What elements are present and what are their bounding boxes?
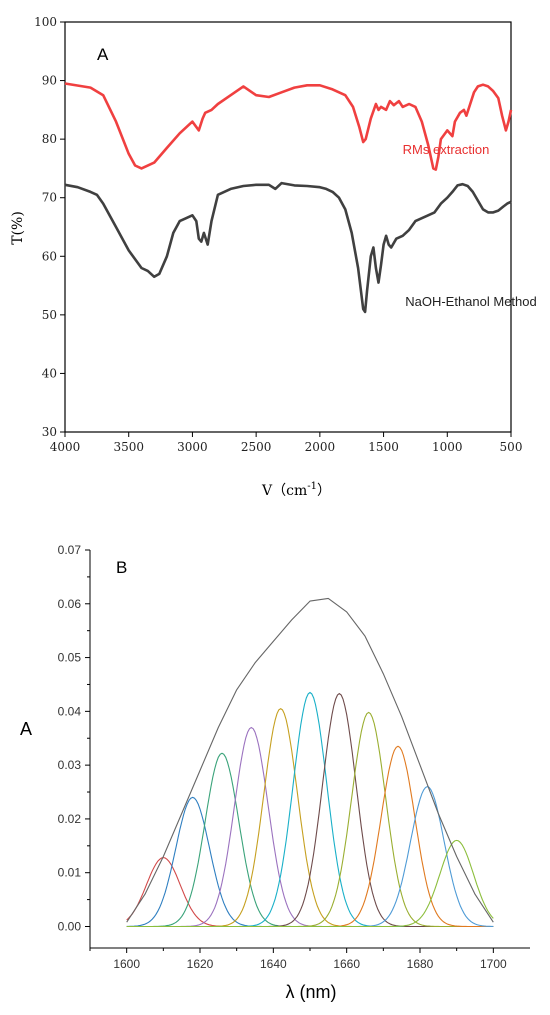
panel-a-y-tick-label: 60 (42, 249, 57, 263)
panel-a-y-tick-label: 100 (34, 15, 57, 29)
panel-b-y-tick-label: 0.06 (58, 597, 82, 611)
panel-a-x-tick-label: 500 (500, 440, 523, 454)
panel-b-x-tick-label: 1660 (333, 957, 360, 971)
panel-a-x-axis-title-main: V（cm (261, 483, 307, 499)
panel-a-x-axis-title: V（cm-1） (261, 481, 331, 499)
panel-b-y-tick-label: 0.04 (58, 704, 82, 718)
panel-b-x-tick-label: 1600 (113, 957, 140, 971)
panel-a-y-tick-label: 30 (42, 425, 57, 439)
panel-a-y-tick-label: 80 (42, 132, 57, 146)
fitted-peak-11 (126, 839, 494, 928)
panel-b-x-tick-label: 1620 (187, 957, 214, 971)
panel-a-x-tick-label: 2000 (305, 440, 336, 454)
panel-a-y-tick-label: 50 (42, 308, 57, 322)
panel-b-peaks (126, 691, 494, 928)
rms-extraction-annotation: RMs extraction (403, 142, 490, 157)
fitted-peak-10 (126, 785, 494, 928)
panel-a-y-tick-label: 70 (42, 191, 57, 205)
naoh-ethanol-line (64, 181, 512, 314)
panel-b-y-tick-label: 0.02 (58, 812, 82, 826)
envelope-line (126, 597, 494, 923)
panel-b-x-tick-label: 1680 (407, 957, 434, 971)
panel-b-y-tick-label: 0.05 (58, 651, 82, 665)
panel-b-x-tick-label: 1700 (480, 957, 507, 971)
panel-a-ticks: 4000 3500 3000 2500 2000 1500 1000 500 30 40 50 60 7… (34, 15, 522, 454)
panel-a-x-axis-title-sup: -1 (307, 481, 317, 492)
rms-extraction-line (64, 82, 513, 171)
panel-b-x-tick-label: 1640 (260, 957, 287, 971)
panel-b-y-tick-label: 0.07 (58, 543, 82, 557)
panel-b-y-tick-label: 0.00 (58, 919, 82, 933)
panel-a-chart: 4000 3500 3000 2500 2000 1500 1000 500 30 40 50 60 7… (10, 15, 537, 499)
panel-b-chart: 0.00 0.01 0.02 0.03 0.04 0.05 0.06 0.07 1600 1620… (20, 543, 530, 1002)
fitted-peak-5 (126, 708, 494, 928)
fitted-peak-9 (126, 745, 494, 928)
panel-a-frame (64, 21, 512, 433)
fitted-peak-8 (126, 711, 494, 928)
panel-a-series (64, 82, 513, 314)
fitted-peak-3 (126, 752, 494, 928)
panel-b-ticks: 0.00 0.01 0.02 0.03 0.04 0.05 0.06 0.07 1600 1620… (58, 543, 507, 971)
panel-a-x-tick-label: 1500 (368, 440, 399, 454)
panel-b-y-axis-title: A (20, 719, 32, 739)
panel-b-y-tick-label: 0.03 (58, 758, 82, 772)
panel-a-x-axis-title-close: ） (317, 483, 331, 499)
panel-a-x-tick-label: 4000 (50, 440, 81, 454)
panel-a-x-tick-label: 3000 (177, 440, 208, 454)
fitted-peak-2 (126, 796, 494, 928)
panel-b-label: B (116, 558, 127, 577)
fitted-peak-7 (126, 692, 494, 928)
panel-a-y-tick-label: 40 (42, 366, 57, 380)
panel-a-label: A (97, 45, 109, 64)
panel-a-y-axis-title: T(%) (10, 211, 26, 245)
fitted-peak-6 (126, 691, 494, 928)
panel-b-envelope (126, 597, 494, 923)
panel-b-x-axis-title: λ (nm) (286, 982, 337, 1002)
panel-b-y-tick-label: 0.01 (58, 866, 82, 880)
fitted-peak-4 (126, 726, 494, 928)
panel-a-y-tick-label: 90 (42, 74, 57, 88)
panel-a-x-tick-label: 3500 (113, 440, 144, 454)
panel-a-x-tick-label: 2500 (241, 440, 272, 454)
naoh-ethanol-annotation: NaOH-Ethanol Method (405, 294, 537, 309)
panel-a-x-tick-label: 1000 (432, 440, 463, 454)
